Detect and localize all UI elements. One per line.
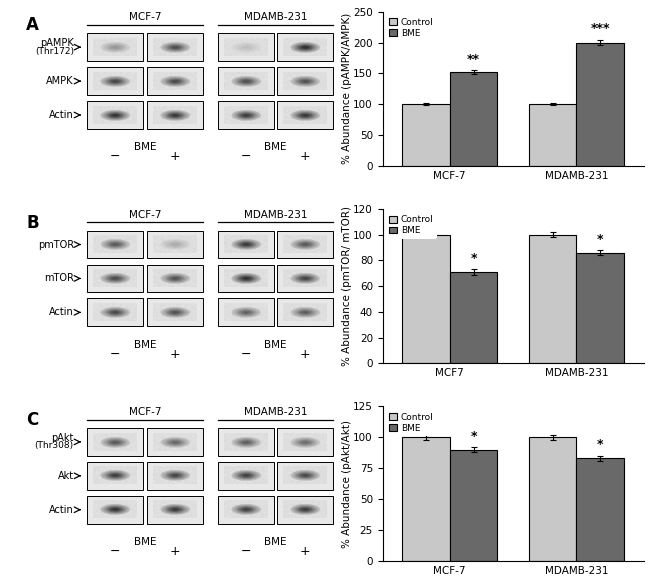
- Bar: [450, 72, 497, 166]
- Bar: [87, 33, 143, 61]
- Text: Actin: Actin: [49, 307, 73, 317]
- Bar: [147, 67, 203, 95]
- Text: mTOR: mTOR: [44, 273, 73, 283]
- Bar: [218, 33, 274, 61]
- Bar: [402, 104, 450, 166]
- Bar: [402, 235, 450, 363]
- Text: (Thr308): (Thr308): [34, 442, 73, 450]
- Y-axis label: % Abundance (pAMPK/AMPK): % Abundance (pAMPK/AMPK): [342, 13, 352, 165]
- Legend: Control, BME: Control, BME: [385, 409, 437, 436]
- Text: +: +: [170, 347, 180, 360]
- Text: ***: ***: [590, 22, 610, 36]
- Text: MCF-7: MCF-7: [129, 407, 161, 417]
- Bar: [218, 298, 274, 326]
- Text: MDAMB-231: MDAMB-231: [244, 12, 307, 22]
- Text: (Thr172): (Thr172): [34, 47, 73, 55]
- Bar: [450, 450, 497, 561]
- Bar: [147, 496, 203, 524]
- Bar: [87, 298, 143, 326]
- Text: MDAMB-231: MDAMB-231: [244, 210, 307, 220]
- Text: Actin: Actin: [49, 110, 73, 120]
- Text: *: *: [597, 232, 603, 245]
- Bar: [577, 43, 624, 166]
- Text: −: −: [240, 150, 251, 163]
- Bar: [147, 462, 203, 490]
- Text: C: C: [26, 411, 38, 429]
- Bar: [218, 231, 274, 259]
- Text: **: **: [467, 53, 480, 65]
- Bar: [147, 33, 203, 61]
- Text: *: *: [471, 252, 477, 265]
- Text: +: +: [300, 545, 311, 558]
- Bar: [278, 33, 333, 61]
- Bar: [218, 67, 274, 95]
- Text: *: *: [597, 438, 603, 451]
- Text: −: −: [240, 347, 251, 360]
- Text: BME: BME: [134, 142, 156, 152]
- Text: +: +: [170, 150, 180, 163]
- Bar: [87, 462, 143, 490]
- Text: AMPK: AMPK: [46, 76, 73, 86]
- Text: BME: BME: [265, 537, 287, 547]
- Bar: [218, 101, 274, 129]
- Text: *: *: [471, 429, 477, 443]
- Y-axis label: % Abundance (pAkt/Akt): % Abundance (pAkt/Akt): [342, 419, 352, 548]
- Bar: [147, 265, 203, 293]
- Bar: [450, 272, 497, 363]
- Bar: [528, 104, 577, 166]
- Bar: [278, 67, 333, 95]
- Bar: [87, 496, 143, 524]
- Bar: [278, 298, 333, 326]
- Bar: [87, 101, 143, 129]
- Bar: [87, 265, 143, 293]
- Text: −: −: [110, 545, 120, 558]
- Y-axis label: % Abundance (pmTOR/ mTOR): % Abundance (pmTOR/ mTOR): [342, 206, 352, 366]
- Bar: [278, 265, 333, 293]
- Text: MDAMB-231: MDAMB-231: [244, 407, 307, 417]
- Bar: [218, 462, 274, 490]
- Bar: [278, 462, 333, 490]
- Bar: [147, 298, 203, 326]
- Bar: [87, 428, 143, 456]
- Text: Actin: Actin: [49, 505, 73, 515]
- Bar: [147, 101, 203, 129]
- Text: −: −: [110, 150, 120, 163]
- Text: B: B: [26, 214, 39, 232]
- Bar: [87, 67, 143, 95]
- Text: +: +: [300, 347, 311, 360]
- Bar: [528, 437, 577, 561]
- Text: −: −: [240, 545, 251, 558]
- Bar: [147, 231, 203, 259]
- Bar: [402, 437, 450, 561]
- Bar: [278, 496, 333, 524]
- Text: BME: BME: [265, 340, 287, 350]
- Text: BME: BME: [134, 537, 156, 547]
- Text: A: A: [26, 16, 39, 34]
- Text: Akt: Akt: [58, 471, 73, 481]
- Text: BME: BME: [265, 142, 287, 152]
- Bar: [577, 253, 624, 363]
- Bar: [218, 265, 274, 293]
- Text: pmTOR: pmTOR: [38, 239, 73, 249]
- Text: pAMPK: pAMPK: [40, 39, 73, 48]
- Text: pAkt: pAkt: [51, 433, 73, 443]
- Bar: [278, 101, 333, 129]
- Bar: [528, 235, 577, 363]
- Text: MCF-7: MCF-7: [129, 210, 161, 220]
- Bar: [278, 428, 333, 456]
- Bar: [87, 231, 143, 259]
- Text: MCF-7: MCF-7: [129, 12, 161, 22]
- Text: BME: BME: [134, 340, 156, 350]
- Text: −: −: [110, 347, 120, 360]
- Legend: Control, BME: Control, BME: [385, 212, 437, 239]
- Bar: [218, 496, 274, 524]
- Bar: [218, 428, 274, 456]
- Legend: Control, BME: Control, BME: [385, 15, 437, 41]
- Bar: [147, 428, 203, 456]
- Bar: [278, 231, 333, 259]
- Text: +: +: [170, 545, 180, 558]
- Bar: [577, 458, 624, 561]
- Text: +: +: [300, 150, 311, 163]
